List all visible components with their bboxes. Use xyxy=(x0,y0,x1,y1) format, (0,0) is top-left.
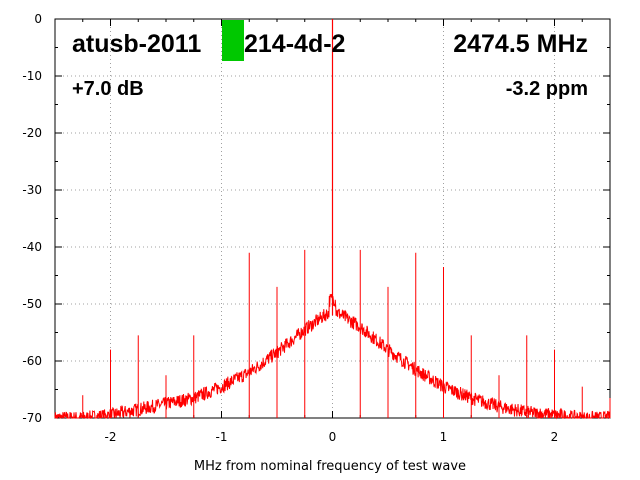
y-tick-label: -10 xyxy=(22,69,42,83)
y-tick-label: 0 xyxy=(34,12,42,26)
spur-lines xyxy=(82,249,611,418)
ppm-label: -3.2 ppm xyxy=(506,78,588,100)
device-id-suffix: 214-4d-2 xyxy=(244,30,345,58)
x-tick-label: -2 xyxy=(105,430,117,444)
device-id-label: atusb-2011 xyxy=(72,30,201,58)
y-tick-label: -40 xyxy=(22,240,42,254)
x-tick-label: 2 xyxy=(551,430,559,444)
x-tick-label: -1 xyxy=(216,430,228,444)
frequency-label: 2474.5 MHz xyxy=(453,30,588,58)
x-tick-label: 0 xyxy=(329,430,337,444)
y-tick-label: -30 xyxy=(22,183,42,197)
y-axis: 0 -10 -20 -30 -40 -50 -60 -70 xyxy=(22,12,610,425)
y-tick-label: -50 xyxy=(22,297,42,311)
y-tick-label: -70 xyxy=(22,411,42,425)
x-axis-title: MHz from nominal frequency of test wave xyxy=(194,459,466,474)
y-tick-label: -60 xyxy=(22,354,42,368)
power-offset-label: +7.0 dB xyxy=(72,78,144,100)
y-tick-label: -20 xyxy=(22,126,42,140)
green-marker xyxy=(222,20,244,61)
x-tick-label: 1 xyxy=(440,430,448,444)
